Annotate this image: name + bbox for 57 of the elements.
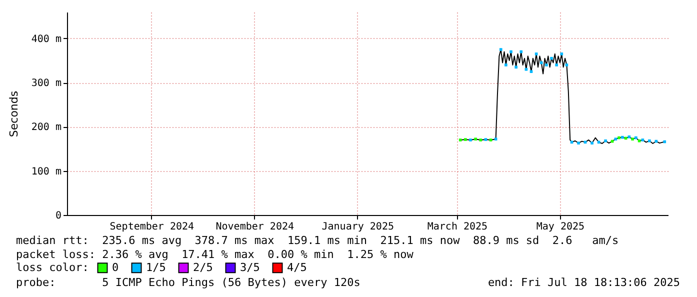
- legend-label: 1/5: [146, 260, 166, 274]
- point: [504, 64, 508, 66]
- point: [560, 52, 564, 56]
- point: [534, 52, 538, 56]
- x-tick-label: May 2025: [536, 222, 585, 232]
- point: [614, 138, 618, 141]
- x-tick-label: November 2024: [216, 222, 294, 232]
- point: [494, 138, 498, 141]
- point: [458, 138, 462, 142]
- point: [520, 50, 523, 54]
- point: [540, 61, 543, 64]
- point: [484, 138, 488, 141]
- point: [499, 48, 502, 51]
- point: [489, 138, 492, 142]
- y-tick-label: 300 m: [31, 78, 62, 90]
- point: [479, 138, 482, 142]
- point: [634, 136, 638, 140]
- line-series: [460, 49, 666, 144]
- point: [524, 68, 528, 71]
- point: [618, 136, 620, 140]
- point: [621, 136, 624, 139]
- point: [469, 138, 472, 142]
- point: [545, 64, 548, 66]
- point: [628, 135, 631, 138]
- point: [530, 70, 533, 73]
- y-axis-title: Seconds: [7, 90, 20, 138]
- text: median rtt: 235.6 ms avg 378.7 ms max 159.1 ms min 215.1 ms now 88.9 ms sd 2.6 am/s: [16, 234, 619, 247]
- legend-title: loss color:: [16, 261, 89, 274]
- point: [641, 138, 644, 142]
- point: [631, 138, 634, 141]
- x-tick-label: September 2024: [110, 222, 194, 232]
- x-tick-label: March 2025: [427, 222, 488, 232]
- text: packet loss: 2.36 % avg 17.41 % max 0.00 % min 1.25 % now: [16, 248, 414, 261]
- point: [604, 139, 607, 142]
- y-tick-label: 400 m: [31, 34, 62, 45]
- legend-label: 3/5: [240, 260, 260, 274]
- y-tick-label: 200 m: [31, 122, 62, 134]
- y-tick-label: 0: [55, 210, 62, 222]
- point: [474, 138, 477, 141]
- point: [663, 140, 666, 144]
- legend-label: 0: [112, 260, 119, 274]
- legend-label: 4/5: [287, 260, 307, 274]
- text: probe: 5 ICMP Echo Pings (56 Bytes) every 120s: [16, 276, 360, 289]
- point: [565, 64, 568, 66]
- point: [555, 64, 558, 66]
- x-tick-label: January 2025: [322, 222, 394, 232]
- point: [638, 139, 641, 142]
- point: [464, 138, 467, 141]
- legend-label: 2/5: [193, 260, 213, 274]
- point: [514, 66, 518, 69]
- y-tick-label: 100 m: [31, 166, 62, 178]
- point: [550, 56, 553, 60]
- point: [590, 142, 594, 144]
- text: end: Fri Jul 18 18:13:06 2025: [488, 276, 680, 289]
- point: [648, 139, 651, 142]
- point: [510, 50, 512, 54]
- point: [577, 142, 580, 144]
